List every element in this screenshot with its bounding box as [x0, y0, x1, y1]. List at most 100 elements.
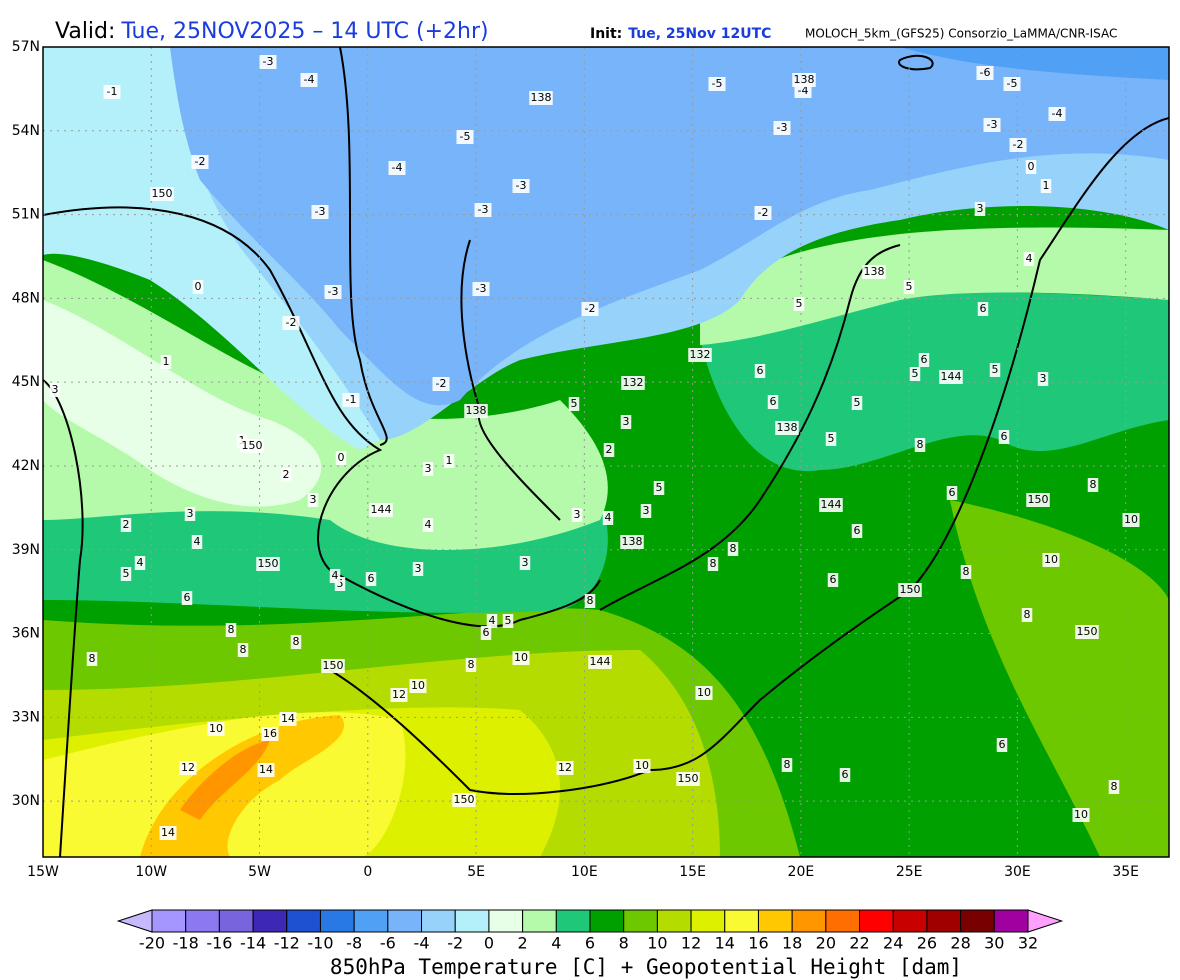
- label-box: [676, 772, 700, 786]
- lat-label: 45N: [12, 374, 40, 390]
- label-box: [960, 565, 972, 579]
- label-box: [754, 206, 772, 220]
- colorbar-label: -16: [206, 934, 232, 953]
- label-box: [588, 655, 612, 669]
- label-box: [1048, 107, 1066, 121]
- label-box: [134, 556, 146, 570]
- lon-label: 5E: [467, 864, 485, 880]
- contour-label: 138: [466, 404, 487, 417]
- contour-label: 2: [283, 468, 290, 481]
- contour-label: -4: [304, 73, 315, 86]
- label-box: [282, 316, 300, 330]
- contour-label: 14: [281, 712, 295, 725]
- contour-label: 8: [917, 438, 924, 451]
- label-box: [581, 302, 599, 316]
- label-box: [1026, 493, 1050, 507]
- label-box: [369, 503, 393, 517]
- label-box: [422, 462, 434, 476]
- label-box: [334, 577, 346, 591]
- label-box: [342, 393, 360, 407]
- field-zone: [180, 740, 270, 820]
- label-box: [502, 614, 514, 628]
- colorbar-label: -14: [240, 934, 266, 953]
- contour-label: 6: [980, 302, 987, 315]
- contour-label: 8: [963, 565, 970, 578]
- contour-label: -2: [436, 377, 447, 390]
- label-box: [300, 73, 318, 87]
- colorbar-box: [892, 909, 928, 933]
- label-box: [120, 518, 132, 532]
- contour-label: 5: [796, 297, 803, 310]
- label-box: [653, 481, 665, 495]
- contour-label: 3: [52, 383, 59, 396]
- lon-label: 30E: [1004, 864, 1031, 880]
- label-box: [150, 187, 174, 201]
- label-box: [512, 651, 530, 665]
- contour-label: 5: [571, 397, 578, 410]
- label-box: [422, 518, 434, 532]
- colorbar-label: -18: [173, 934, 199, 953]
- contour-label: -3: [478, 203, 489, 216]
- label-box: [1072, 808, 1090, 822]
- contour-label: -2: [195, 155, 206, 168]
- header-init: Init: Tue, 25Nov 12UTC: [590, 26, 771, 42]
- label-box: [261, 727, 279, 741]
- contour-label: 2: [606, 443, 613, 456]
- field-zone: [43, 300, 322, 507]
- lon-label: 15W: [27, 864, 59, 880]
- field-zone: [900, 47, 1169, 80]
- contour-label: 12: [181, 761, 195, 774]
- contour-label: -5: [712, 77, 723, 90]
- label-box: [974, 202, 986, 216]
- contour-label: 150: [242, 439, 263, 452]
- label-box: [989, 363, 1001, 377]
- field-zone: [170, 47, 1169, 406]
- colorbar-box: [825, 909, 861, 933]
- contour-label: 144: [821, 498, 842, 511]
- label-box: [529, 91, 553, 105]
- colorbar-box: [791, 909, 827, 933]
- label-box: [939, 370, 963, 384]
- contour-label: 150: [678, 772, 699, 785]
- label-box: [160, 355, 172, 369]
- lon-label: 5W: [248, 864, 271, 880]
- contour-label: 4: [194, 535, 201, 548]
- colorbar-label: 2: [518, 934, 528, 953]
- colorbar-box: [387, 909, 423, 933]
- colorbar-label: 14: [715, 934, 735, 953]
- label-box: [819, 498, 843, 512]
- contour-label: 8: [89, 652, 96, 665]
- colorbar-label: -4: [414, 934, 430, 953]
- colorbar-label: 4: [551, 934, 561, 953]
- init-time: Tue, 25Nov 12UTC: [628, 26, 771, 42]
- contour-line: [329, 117, 1169, 795]
- label-box: [688, 348, 712, 362]
- colorbar-box: [926, 909, 962, 933]
- label-box: [792, 73, 816, 87]
- label-box: [754, 364, 766, 378]
- label-box: [324, 285, 342, 299]
- label-box: [851, 524, 863, 538]
- lat-label: 33N: [12, 709, 40, 725]
- contour-label: 150: [152, 187, 173, 200]
- label-box: [365, 572, 377, 586]
- label-box: [512, 179, 530, 193]
- contour-label: 138: [864, 265, 885, 278]
- label-box: [464, 404, 488, 418]
- contour-label: 10: [1124, 513, 1138, 526]
- label-box: [207, 722, 225, 736]
- colorbar-label: -10: [307, 934, 333, 953]
- map-field: -3 -4 -1 -2 -4 -5 -3 -3 -3 -3 -2 -3 -2 -2 -3 -5 -4 -6 -5 -4…: [43, 47, 1169, 857]
- label-box: [256, 557, 280, 571]
- contour-label: 6: [921, 353, 928, 366]
- label-box: [727, 542, 739, 556]
- label-box: [191, 535, 203, 549]
- colorbar-box: [185, 909, 220, 933]
- colorbar-box: [151, 909, 187, 933]
- label-box: [620, 415, 632, 429]
- contour-label: 138: [777, 421, 798, 434]
- colorbar-label: 0: [484, 934, 494, 953]
- label-box: [621, 376, 645, 390]
- contour-label: 6: [1001, 430, 1008, 443]
